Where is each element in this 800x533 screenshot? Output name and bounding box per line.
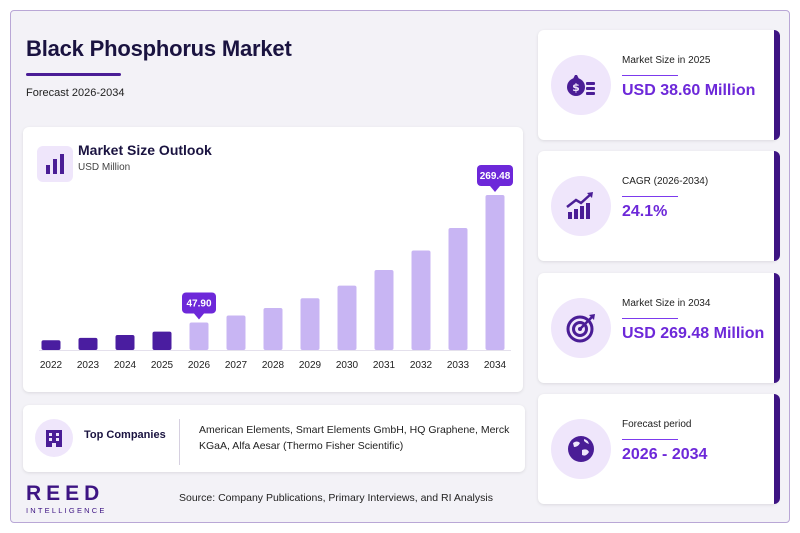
x-tick-label: 2026 [188,360,211,371]
bar-2028 [263,308,283,350]
bar-2034 [485,195,505,350]
top-companies-card: Top Companies American Elements, Smart E… [23,405,525,472]
x-tick-label: 2031 [373,360,396,371]
bar-2033 [448,228,468,350]
x-tick-label: 2024 [114,360,137,371]
divider [179,419,180,465]
stat-value: USD 269.48 Million [622,325,765,342]
bar-chart-icon [37,146,73,182]
stat-value: 24.1% [622,203,668,220]
bar-2022 [41,340,61,350]
stat-card-market-size-2025: $ Market Size in 2025 USD 38.60 Million [538,30,780,140]
bar-2030 [337,285,357,350]
data-label-2026: 47.90 [182,292,216,320]
growth-chart-icon [551,176,611,236]
source-note: Source: Company Publications, Primary In… [179,492,493,504]
page-subtitle: Forecast 2026-2034 [26,87,125,99]
stat-label: Market Size in 2025 [622,55,711,66]
x-tick-label: 2023 [77,360,100,371]
x-tick-label: 2025 [151,360,174,371]
title-underline [26,73,121,76]
target-icon [551,298,611,358]
page-title: Black Phosphorus Market [26,36,292,61]
logo-tagline: INTELLIGENCE [26,506,107,515]
bar-2023 [78,337,98,350]
svg-text:$: $ [572,81,580,94]
stat-card-cagr: CAGR (2026-2034) 24.1% [538,151,780,261]
x-tick-label: 2029 [299,360,322,371]
chart-unit-label: USD Million [78,162,131,173]
stat-value: USD 38.60 Million [622,82,756,99]
stat-label: CAGR (2026-2034) [622,176,709,187]
bar-2025 [152,331,172,350]
top-companies-list: American Elements, Smart Elements GmbH, … [199,424,510,452]
chart-card: Market Size Outlook USD Million 2022 2023… [23,127,523,392]
bar-2024 [115,335,135,350]
x-tick-label: 2034 [484,360,507,371]
top-companies-label: Top Companies [84,429,166,441]
x-tick-label: 2033 [447,360,470,371]
stat-card-market-size-2034: Market Size in 2034 USD 269.48 Million [538,273,780,383]
stat-value: 2026 - 2034 [622,446,708,463]
bar-chart: 2022 2023 2024 2025 2026 2027 2028 2029 2030 2031… [39,165,513,371]
svg-text:269.48: 269.48 [480,171,511,182]
stat-card-forecast-period: Forecast period 2026 - 2034 [538,394,780,504]
x-tick-label: 2022 [40,360,63,371]
x-tick-label: 2032 [410,360,433,371]
bar-2027 [226,315,246,350]
x-tick-label: 2027 [225,360,248,371]
stat-rule [622,75,678,76]
x-tick-label: 2030 [336,360,359,371]
bar-2031 [374,270,394,350]
data-label-2034: 269.48 [477,165,513,192]
bar-2029 [300,298,320,350]
globe-icon [551,419,611,479]
reed-intelligence-logo: REED INTELLIGENCE [26,482,107,515]
bar-2026 [189,322,209,350]
stat-rule [622,318,678,319]
chart-title: Market Size Outlook [78,142,212,158]
logo-wordmark: REED [26,482,105,505]
svg-text:47.90: 47.90 [186,298,211,309]
building-icon [35,419,73,457]
x-tick-label: 2028 [262,360,285,371]
stat-label: Forecast period [622,419,692,430]
stat-label: Market Size in 2034 [622,298,711,309]
bar-2032 [411,250,431,350]
money-bag-icon: $ [551,55,611,115]
stat-rule [622,439,678,440]
stat-rule [622,196,678,197]
